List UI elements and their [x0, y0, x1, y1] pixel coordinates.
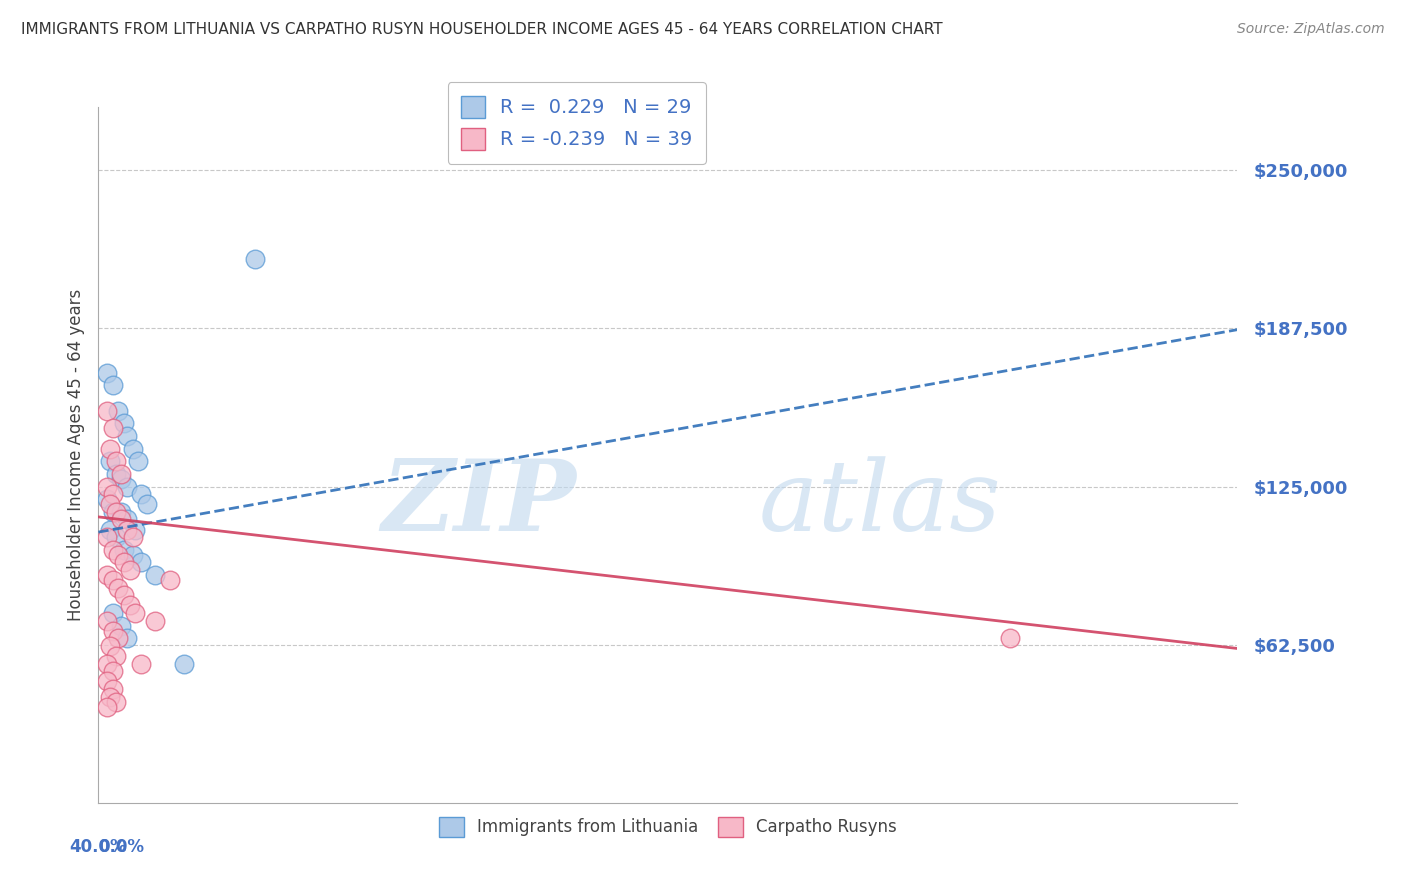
Point	[115, 523, 138, 537]
Point	[110, 618, 132, 632]
Point	[107, 632, 129, 646]
Point	[101, 606, 124, 620]
Point	[118, 599, 141, 613]
Text: 0.0%: 0.0%	[98, 838, 145, 855]
Legend: Immigrants from Lithuania, Carpatho Rusyns: Immigrants from Lithuania, Carpatho Rusy…	[432, 811, 904, 843]
Point	[110, 472, 132, 486]
Point	[101, 665, 124, 679]
Point	[98, 639, 121, 653]
Point	[107, 581, 129, 595]
Point	[101, 378, 124, 392]
Point	[96, 366, 118, 380]
Point	[121, 548, 143, 562]
Point	[104, 454, 127, 468]
Point	[110, 512, 132, 526]
Point	[101, 681, 124, 696]
Point	[112, 417, 135, 431]
Point	[173, 657, 195, 671]
Point	[124, 606, 146, 620]
Point	[96, 614, 118, 628]
Point	[96, 479, 118, 493]
Point	[127, 454, 149, 468]
Point	[121, 442, 143, 456]
Point	[115, 632, 138, 646]
Point	[110, 505, 132, 519]
Text: 40.0%: 40.0%	[69, 838, 127, 855]
Point	[129, 556, 152, 570]
Point	[129, 487, 152, 501]
Point	[129, 657, 152, 671]
Point	[118, 563, 141, 577]
Point	[96, 568, 118, 582]
Point	[101, 542, 124, 557]
Point	[96, 657, 118, 671]
Point	[104, 648, 127, 663]
Y-axis label: Householder Income Ages 45 - 64 years: Householder Income Ages 45 - 64 years	[66, 289, 84, 621]
Point	[112, 588, 135, 602]
Point	[104, 695, 127, 709]
Point	[145, 568, 167, 582]
Point	[101, 421, 124, 435]
Point	[121, 530, 143, 544]
Point	[98, 442, 121, 456]
Point	[145, 614, 167, 628]
Point	[96, 674, 118, 689]
Point	[107, 403, 129, 417]
Point	[98, 523, 121, 537]
Point	[101, 487, 124, 501]
Point	[96, 699, 118, 714]
Point	[112, 556, 135, 570]
Point	[104, 505, 127, 519]
Text: Source: ZipAtlas.com: Source: ZipAtlas.com	[1237, 22, 1385, 37]
Point	[998, 632, 1021, 646]
Point	[98, 690, 121, 704]
Text: atlas: atlas	[759, 456, 1001, 551]
Point	[96, 492, 118, 507]
Point	[104, 467, 127, 481]
Point	[110, 467, 132, 481]
Point	[98, 454, 121, 468]
Point	[101, 573, 124, 587]
Text: ZIP: ZIP	[382, 456, 576, 552]
Point	[101, 505, 124, 519]
Point	[104, 530, 127, 544]
Point	[112, 542, 135, 557]
Point	[243, 252, 266, 266]
Point	[124, 523, 146, 537]
Point	[159, 573, 181, 587]
Point	[115, 512, 138, 526]
Point	[115, 479, 138, 493]
Point	[135, 497, 157, 511]
Point	[96, 530, 118, 544]
Point	[101, 624, 124, 638]
Point	[98, 497, 121, 511]
Point	[96, 403, 118, 417]
Point	[107, 548, 129, 562]
Text: IMMIGRANTS FROM LITHUANIA VS CARPATHO RUSYN HOUSEHOLDER INCOME AGES 45 - 64 YEAR: IMMIGRANTS FROM LITHUANIA VS CARPATHO RU…	[21, 22, 942, 37]
Point	[115, 429, 138, 443]
